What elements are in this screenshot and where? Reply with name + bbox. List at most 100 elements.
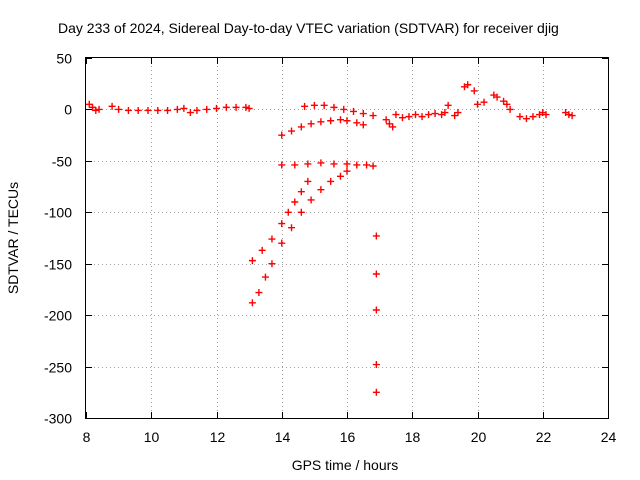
data-point xyxy=(95,105,103,113)
grid-lines xyxy=(86,58,608,418)
y-tick-label: -150 xyxy=(44,257,72,273)
data-point xyxy=(242,103,250,111)
data-point xyxy=(392,111,400,119)
data-point xyxy=(470,87,478,95)
y-tick-label: -50 xyxy=(52,154,72,170)
data-point xyxy=(343,160,351,168)
data-point xyxy=(343,167,351,175)
data-point xyxy=(398,114,406,122)
data-point xyxy=(278,161,286,169)
x-tick-labels: 8 10 12 14 16 18 20 22 24 xyxy=(83,429,617,445)
data-point xyxy=(363,161,371,169)
data-point xyxy=(353,161,361,169)
data-point xyxy=(258,246,266,254)
data-point xyxy=(372,270,380,278)
data-point xyxy=(291,198,299,206)
data-point xyxy=(307,196,315,204)
x-tick-label: 22 xyxy=(536,429,552,445)
data-point xyxy=(441,109,449,117)
data-point xyxy=(389,123,397,131)
data-point xyxy=(284,208,292,216)
data-point xyxy=(164,106,172,114)
data-point xyxy=(412,111,420,119)
data-point xyxy=(180,104,188,112)
data-point xyxy=(310,101,318,109)
plot-frame xyxy=(85,57,609,419)
data-point xyxy=(336,172,344,180)
data-point xyxy=(542,111,550,119)
data-point xyxy=(134,106,142,114)
y-tick-label: -200 xyxy=(44,308,72,324)
data-point xyxy=(268,235,276,243)
data-point xyxy=(278,220,286,228)
data-point xyxy=(350,107,358,115)
data-point xyxy=(529,113,537,121)
x-tick-label: 20 xyxy=(471,429,487,445)
x-tick-label: 8 xyxy=(83,429,91,445)
data-point xyxy=(115,105,123,113)
x-tick-label: 16 xyxy=(340,429,356,445)
y-axis-label: SDTVAR / TECUs xyxy=(5,182,21,294)
y-tick-labels: 50 0 -50 -100 -150 -200 -250 -300 xyxy=(44,51,72,427)
data-point xyxy=(405,113,413,121)
data-point xyxy=(506,105,514,113)
data-point xyxy=(304,177,312,185)
data-point xyxy=(327,177,335,185)
y-tick-label: 50 xyxy=(56,51,72,67)
x-tick-label: 12 xyxy=(210,429,226,445)
data-point xyxy=(144,106,152,114)
data-point xyxy=(186,109,194,117)
data-point xyxy=(320,101,328,109)
data-point xyxy=(248,299,256,307)
data-point xyxy=(92,106,100,114)
data-point xyxy=(425,111,433,119)
data-point xyxy=(173,105,181,113)
data-point xyxy=(444,101,452,109)
data-point xyxy=(372,232,380,240)
data-point xyxy=(372,388,380,396)
data-point xyxy=(516,113,524,121)
data-point xyxy=(480,98,488,106)
data-point xyxy=(327,117,335,125)
data-point xyxy=(493,93,501,101)
data-point xyxy=(418,113,426,121)
data-point xyxy=(297,208,305,216)
data-point xyxy=(255,289,263,297)
data-point xyxy=(340,105,348,113)
chart-title: Day 233 of 2024, Sidereal Day-to-day VTE… xyxy=(58,20,559,36)
x-axis-label: GPS time / hours xyxy=(292,457,399,473)
data-point xyxy=(317,118,325,126)
y-tick-label: -100 xyxy=(44,205,72,221)
data-point xyxy=(369,112,377,120)
data-point xyxy=(359,110,367,118)
data-point xyxy=(431,110,439,118)
data-point xyxy=(278,131,286,139)
y-tick-label: 0 xyxy=(64,102,72,118)
data-point xyxy=(307,120,315,128)
data-point xyxy=(288,224,296,232)
data-point xyxy=(248,257,256,265)
data-point xyxy=(382,116,390,124)
data-point xyxy=(500,97,508,105)
data-point xyxy=(568,112,576,120)
data-point xyxy=(301,102,309,110)
data-point xyxy=(565,111,573,119)
data-point xyxy=(369,162,377,170)
data-point xyxy=(317,159,325,167)
data-point xyxy=(372,361,380,369)
data-point xyxy=(304,160,312,168)
data-point xyxy=(297,188,305,196)
data-point xyxy=(474,100,481,108)
data-point xyxy=(193,106,201,114)
data-point xyxy=(203,105,211,113)
data-point xyxy=(372,306,380,314)
data-point xyxy=(89,103,97,111)
data-point xyxy=(288,127,296,135)
data-point xyxy=(451,112,459,120)
data-point xyxy=(108,102,116,110)
data-point xyxy=(343,117,351,125)
y-tick-label: -250 xyxy=(44,360,72,376)
x-tick-label: 10 xyxy=(144,429,160,445)
y-tick-label: -300 xyxy=(44,411,72,427)
